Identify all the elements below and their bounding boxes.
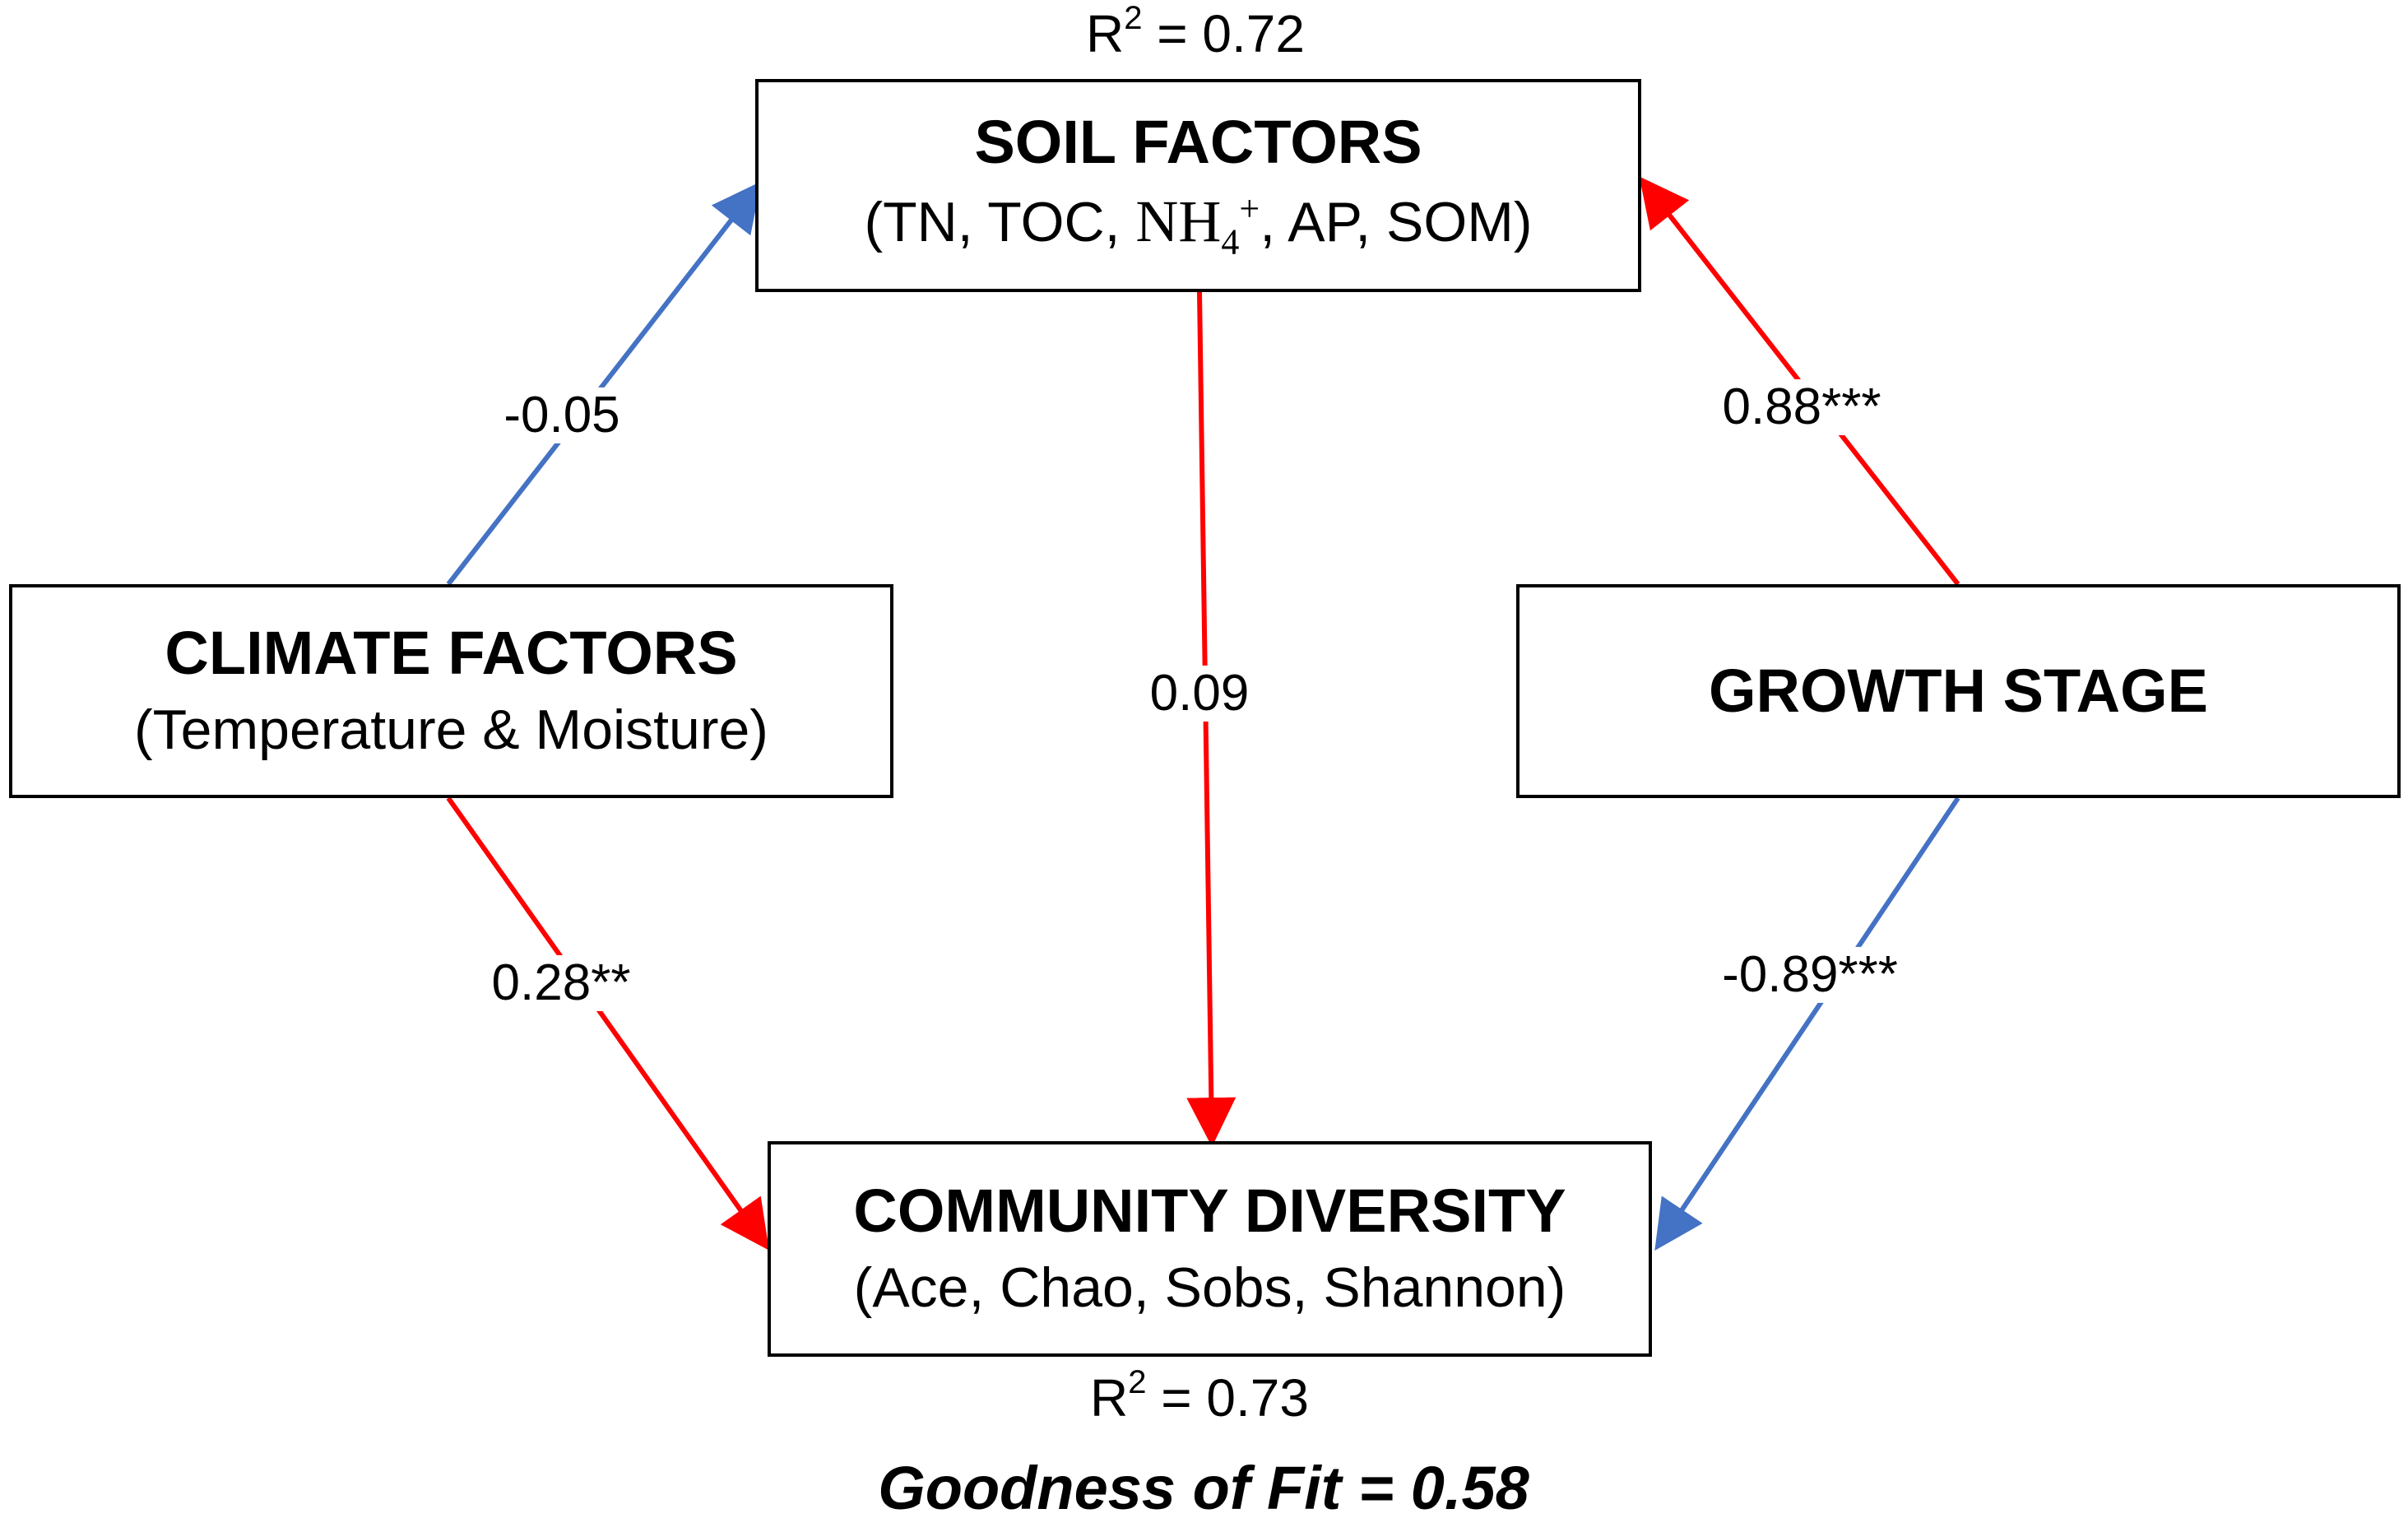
arrow-growth-to-community (1654, 796, 1960, 1251)
coef-growth-soil: 0.88*** (1715, 378, 1888, 436)
community-r-squared: R2 = 0.73 (1090, 1364, 1309, 1428)
soil-factors-title: SOIL FACTORS (974, 108, 1422, 177)
soil-factors-variables: (TN, TOC, NH4+, AP, SOM) (864, 188, 1533, 262)
coef-growth-community: -0.89*** (1715, 946, 1905, 1004)
arrow-climate-to-community (446, 796, 769, 1251)
coef-climate-community: 0.28** (485, 954, 638, 1012)
goodness-of-fit: Goodness of Fit = 0.58 (878, 1454, 1529, 1522)
growth-stage-box: GROWTH STAGE (1516, 584, 2401, 798)
community-diversity-title: COMMUNITY DIVERSITY (853, 1177, 1566, 1246)
arrow-climate-to-soil (446, 181, 762, 586)
community-diversity-box: COMMUNITY DIVERSITY (Ace, Chao, Sobs, Sh… (768, 1141, 1652, 1357)
community-diversity-variables: (Ace, Chao, Sobs, Shannon) (853, 1256, 1566, 1319)
climate-factors-box: CLIMATE FACTORS (Temperature & Moisture) (9, 584, 893, 798)
coef-soil-community: 0.09 (1143, 665, 1256, 722)
soil-r-squared: R2 = 0.72 (1086, 0, 1305, 63)
climate-factors-variables: (Temperature & Moisture) (134, 698, 768, 761)
coef-climate-soil: -0.05 (497, 387, 627, 444)
soil-factors-box: SOIL FACTORS (TN, TOC, NH4+, AP, SOM) (755, 79, 1641, 292)
growth-stage-title: GROWTH STAGE (1708, 656, 2209, 725)
climate-factors-title: CLIMATE FACTORS (165, 619, 738, 688)
